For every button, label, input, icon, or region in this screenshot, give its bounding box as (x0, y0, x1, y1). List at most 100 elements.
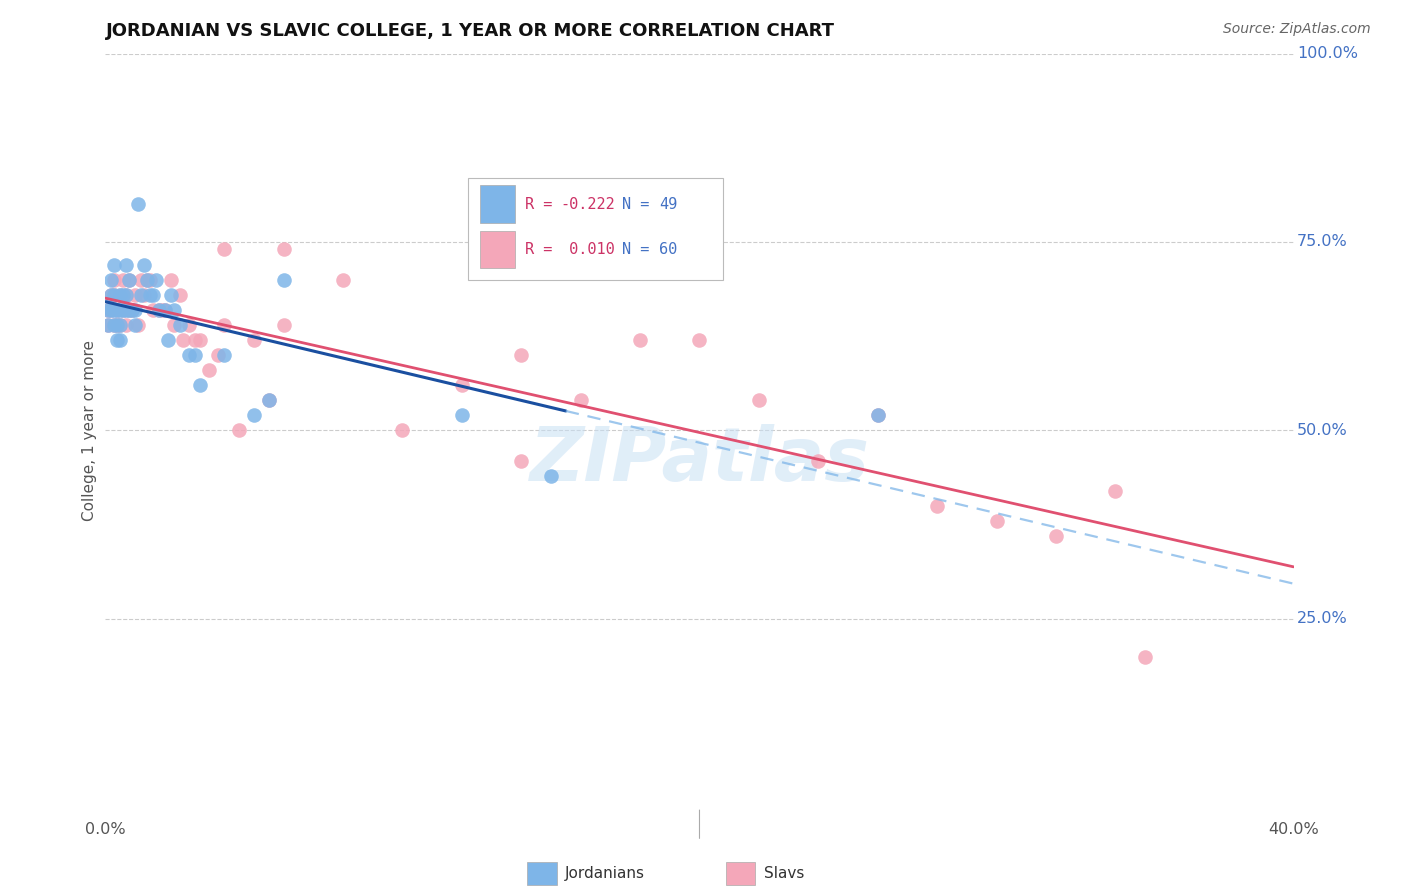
Bar (479, 231, 516, 268)
Point (118, 273, 141, 287)
Point (159, 273, 181, 287)
Text: JORDANIAN VS SLAVIC COLLEGE, 1 YEAR OR MORE CORRELATION CHART: JORDANIAN VS SLAVIC COLLEGE, 1 YEAR OR M… (105, 22, 834, 40)
Text: N =: N = (623, 242, 659, 257)
Point (105, 333, 128, 347)
Point (110, 287, 132, 301)
Point (103, 273, 125, 287)
Point (105, 302, 128, 317)
Point (105, 302, 128, 317)
Point (228, 424, 250, 438)
Point (748, 393, 770, 408)
Point (540, 468, 562, 483)
Text: Slavs: Slavs (763, 866, 804, 881)
Bar (725, 863, 755, 885)
Point (139, 273, 162, 287)
Point (129, 273, 152, 287)
Point (100, 287, 122, 301)
Bar (527, 863, 557, 885)
Point (257, 393, 280, 408)
Text: 40.0%: 40.0% (1268, 822, 1319, 838)
Point (127, 197, 149, 211)
Point (97, 318, 120, 332)
Point (110, 318, 132, 332)
Point (243, 409, 266, 423)
Point (169, 318, 191, 332)
Point (100, 302, 122, 317)
Text: 0.0%: 0.0% (86, 822, 125, 838)
Point (450, 378, 472, 392)
Point (332, 273, 354, 287)
Y-axis label: College, 1 year or more: College, 1 year or more (82, 340, 97, 521)
Point (198, 363, 221, 377)
Point (183, 348, 205, 362)
Point (100, 287, 122, 301)
Point (273, 273, 295, 287)
Point (136, 273, 159, 287)
Point (273, 318, 295, 332)
Point (97, 302, 120, 317)
Point (807, 453, 830, 467)
Point (177, 318, 200, 332)
Point (112, 302, 135, 317)
Point (132, 258, 155, 272)
Point (1133, 649, 1156, 664)
Point (142, 287, 165, 301)
Bar (468, 178, 723, 280)
Point (103, 318, 125, 332)
Text: 0.010: 0.010 (561, 242, 616, 257)
Point (110, 302, 132, 317)
Point (243, 333, 266, 347)
Text: 100.0%: 100.0% (1298, 46, 1358, 61)
Point (115, 258, 138, 272)
Point (391, 424, 413, 438)
Point (100, 273, 122, 287)
Point (110, 287, 132, 301)
Point (163, 318, 186, 332)
Point (110, 333, 132, 347)
Point (153, 302, 176, 317)
Point (177, 348, 200, 362)
Point (115, 302, 138, 317)
Point (190, 378, 212, 392)
Text: N =: N = (623, 197, 659, 211)
Point (105, 318, 128, 332)
Text: 60: 60 (659, 242, 678, 257)
Point (112, 273, 135, 287)
Point (142, 302, 165, 317)
Point (156, 333, 179, 347)
Point (150, 302, 173, 317)
Point (121, 302, 143, 317)
Point (148, 302, 170, 317)
Text: R =: R = (524, 197, 561, 211)
Point (118, 273, 141, 287)
Point (159, 287, 181, 301)
Point (866, 409, 889, 423)
Point (628, 333, 651, 347)
Point (115, 287, 138, 301)
Point (163, 302, 186, 317)
Point (115, 287, 138, 301)
Point (190, 333, 212, 347)
Point (112, 287, 135, 301)
Text: Source: ZipAtlas.com: Source: ZipAtlas.com (1223, 22, 1371, 37)
Point (124, 302, 146, 317)
Point (183, 333, 205, 347)
Point (148, 302, 170, 317)
Point (124, 318, 146, 332)
Point (986, 514, 1008, 528)
Text: 49: 49 (659, 197, 678, 211)
Point (214, 243, 236, 257)
Point (103, 318, 125, 332)
Text: 75.0%: 75.0% (1298, 235, 1348, 250)
Point (103, 287, 125, 301)
Point (103, 287, 125, 301)
Point (1104, 483, 1126, 498)
Point (257, 393, 280, 408)
Point (145, 273, 167, 287)
Point (214, 348, 236, 362)
Point (136, 273, 159, 287)
Point (100, 302, 122, 317)
Text: -0.222: -0.222 (561, 197, 616, 211)
Point (97, 302, 120, 317)
Point (127, 318, 149, 332)
